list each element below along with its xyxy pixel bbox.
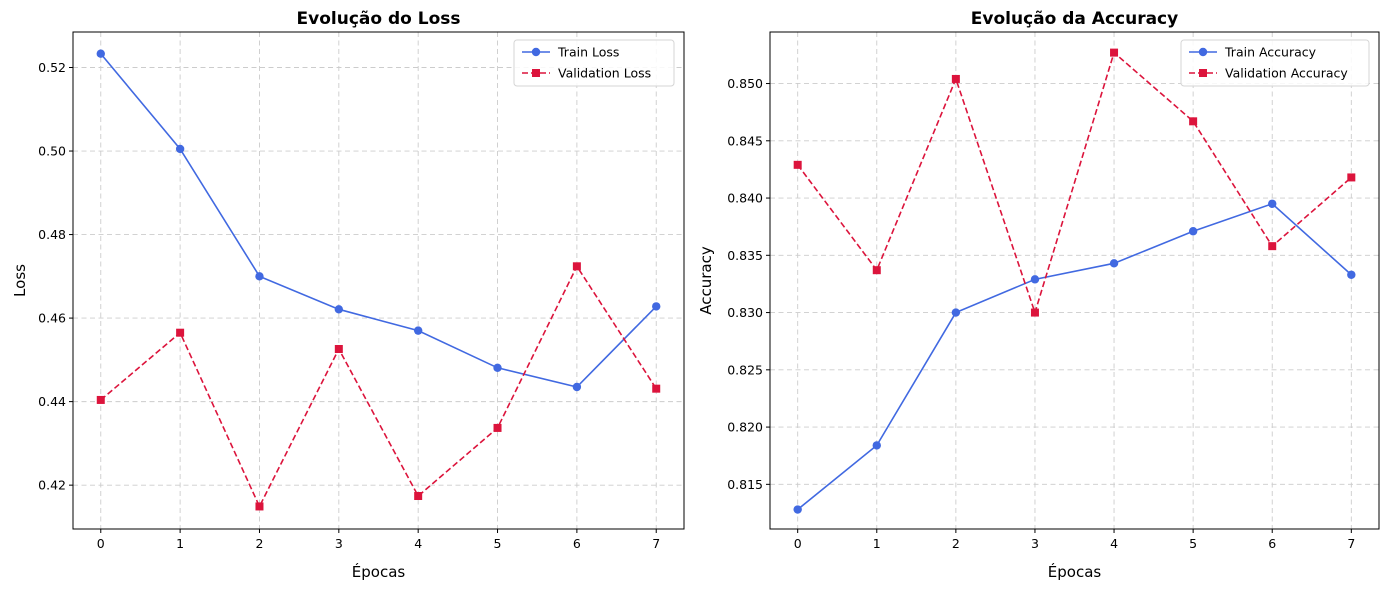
data-point (1030, 308, 1039, 317)
x-tick-label: 2 (255, 536, 263, 551)
data-point (652, 302, 661, 311)
data-point (1347, 173, 1356, 182)
data-point (1030, 275, 1040, 284)
legend-label: Train Accuracy (1224, 45, 1317, 60)
data-point (572, 382, 582, 392)
y-axis-label: Loss (11, 264, 29, 297)
x-tick-label: 6 (1268, 536, 1276, 551)
data-point (951, 308, 961, 317)
x-tick-label: 5 (494, 536, 502, 551)
y-tick-label: 0.44 (38, 394, 66, 409)
data-point (413, 326, 423, 335)
legend-label: Validation Loss (558, 66, 651, 81)
chart-title: Evolução da Accuracy (971, 9, 1178, 29)
y-tick-label: 0.835 (727, 248, 763, 263)
data-point (493, 363, 502, 372)
chart-title: Evolução do Loss (297, 9, 461, 29)
series-line-1 (100, 264, 657, 509)
x-tick-label: 1 (176, 536, 184, 551)
y-tick-label: 0.825 (727, 362, 763, 377)
legend-label: Train Loss (557, 45, 619, 60)
axes-frame (72, 31, 685, 530)
x-tick-label: 1 (873, 536, 881, 551)
x-tick-label: 5 (1189, 536, 1197, 551)
y-tick-label: 0.42 (38, 478, 66, 493)
data-point (334, 305, 344, 314)
x-tick-label: 2 (952, 536, 960, 551)
y-tick-label: 0.845 (727, 133, 763, 148)
data-point (793, 505, 802, 514)
x-axis-label: Épocas (352, 562, 406, 581)
y-tick-label: 0.840 (727, 191, 763, 206)
y-tick-label: 0.815 (727, 477, 763, 492)
data-point (1268, 199, 1277, 208)
data-point (334, 344, 343, 353)
legend-box (513, 39, 675, 87)
series-line-0 (797, 202, 1352, 511)
axes-frame (769, 31, 1380, 530)
chart-panel-0: Evolução do Loss 0 1 2 3 4 5 6 7 0.42 0.44 0.46 0.48… (11, 9, 685, 581)
data-point (1189, 117, 1198, 126)
data-point (96, 49, 105, 58)
data-point (872, 266, 881, 275)
y-tick-label: 0.850 (727, 76, 763, 91)
data-point (572, 262, 581, 271)
data-point (175, 144, 185, 154)
data-point (1110, 48, 1119, 57)
legend-label: Validation Accuracy (1225, 66, 1348, 81)
x-tick-label: 7 (652, 536, 660, 551)
y-axis-label: Accuracy (697, 246, 715, 315)
legend-box (1180, 39, 1370, 87)
data-point (951, 74, 960, 83)
data-point (414, 492, 423, 501)
data-point (872, 441, 881, 450)
legend-marker (1198, 47, 1208, 57)
data-point (1347, 270, 1356, 279)
data-point (176, 328, 185, 337)
y-tick-label: 0.46 (38, 311, 66, 326)
x-tick-label: 4 (414, 536, 422, 551)
y-tick-label: 0.48 (38, 227, 66, 242)
x-tick-label: 6 (573, 536, 581, 551)
data-point (255, 502, 264, 511)
x-tick-label: 3 (1031, 536, 1039, 551)
series-line-1 (797, 51, 1352, 316)
x-tick-label: 7 (1347, 536, 1355, 551)
x-tick-label: 0 (97, 536, 105, 551)
series-line-0 (100, 53, 657, 388)
data-point (493, 423, 502, 432)
data-point (793, 160, 802, 169)
y-tick-label: 0.52 (38, 60, 66, 75)
x-tick-label: 3 (335, 536, 343, 551)
legend-marker (1199, 69, 1207, 77)
x-tick-label: 0 (794, 536, 802, 551)
data-point (1109, 259, 1119, 268)
y-tick-label: 0.820 (727, 420, 763, 435)
x-axis-label: Épocas (1048, 562, 1102, 581)
y-tick-label: 0.50 (38, 144, 66, 159)
x-tick-label: 4 (1110, 536, 1118, 551)
data-point (96, 395, 105, 404)
legend-marker (531, 47, 541, 57)
data-point (652, 384, 661, 393)
legend-marker (532, 69, 540, 77)
data-point (255, 272, 264, 281)
data-point (1268, 242, 1277, 251)
data-point (1188, 227, 1198, 236)
chart-panel-1: Evolução da Accuracy 0 1 2 3 4 5 6 7 0.815 0.820 0.… (697, 9, 1380, 581)
y-tick-label: 0.830 (727, 305, 763, 320)
